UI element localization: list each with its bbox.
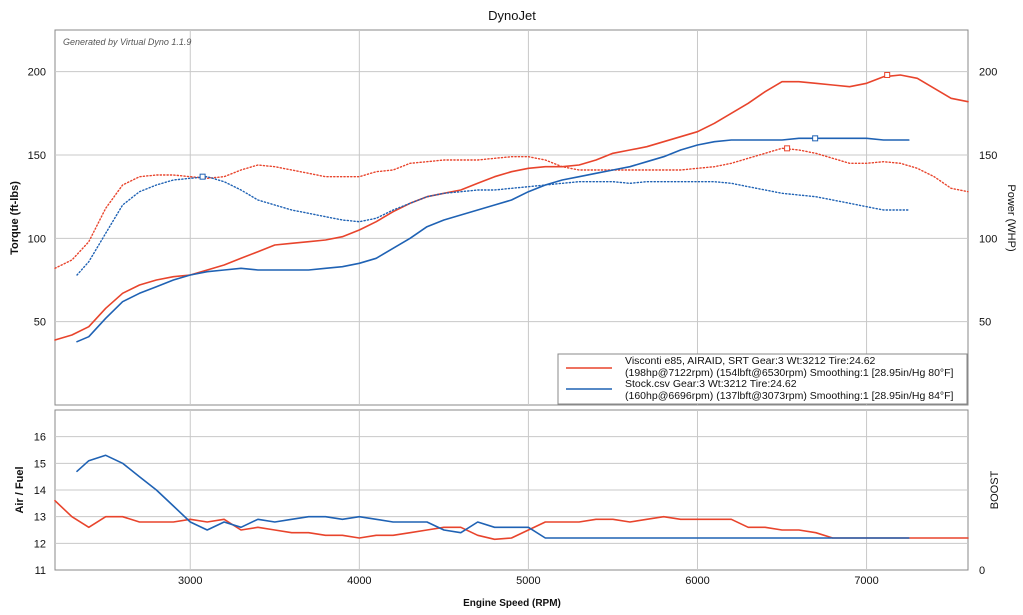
boost-axis-label: BOOST	[989, 470, 1001, 509]
y2-tick-label-100: 100	[979, 233, 997, 245]
legend-visconti-line1: Visconti e85, AIRAID, SRT Gear:3 Wt:3212…	[625, 355, 876, 367]
rpm-axis-label: Engine Speed (RPM)	[463, 598, 561, 609]
air-fuel-series	[54, 454, 969, 541]
series-line-stock-afr	[76, 454, 910, 539]
peak-marker-stock-power-whp	[812, 135, 819, 142]
y-tick-label-100: 100	[28, 233, 46, 245]
x-tick-label-3000: 3000	[178, 575, 202, 587]
air-fuel-axis-ticks: 11 12 13 14 15 16	[34, 432, 46, 577]
x-tick-label-4000: 4000	[347, 575, 371, 587]
series-line-visconti-torque-ft-lbs	[54, 147, 969, 269]
air-fuel-panel: 11 12 13 14 15 16 0 3000 4000 5000 6000 7000 Air …	[14, 409, 1001, 609]
torque-power-grid	[55, 30, 968, 405]
legend-box	[557, 353, 968, 405]
x-tick-label-7000: 7000	[854, 575, 878, 587]
y2-tick-label-150: 150	[979, 150, 997, 162]
torque-power-series	[54, 74, 969, 343]
peak-marker-stock-torque-ft-lbs	[199, 173, 206, 180]
power-axis-label: Power (WHP)	[1005, 184, 1017, 251]
x-tick-label-6000: 6000	[685, 575, 709, 587]
series-line-stock-torque-ft-lbs	[76, 175, 910, 276]
chart-title: DynoJet	[488, 8, 536, 23]
torque-axis-label: Torque (ft-lbs)	[9, 181, 21, 255]
y-tick-label-50: 50	[34, 317, 46, 329]
x-tick-label-5000: 5000	[516, 575, 540, 587]
power-axis-ticks: 50 100 150 200	[979, 67, 997, 329]
y-tick-label-11: 11	[35, 565, 46, 577]
y-tick-label-14: 14	[34, 485, 46, 497]
torque-power-panel-frame	[54, 29, 969, 406]
torque-axis-ticks: 50 100 150 200	[28, 67, 46, 329]
peak-markers	[199, 72, 891, 180]
series-line-visconti-afr	[54, 499, 969, 541]
legend-visconti-line2: (198hp@7122rpm) (154lbft@6530rpm) Smooth…	[625, 367, 954, 379]
peak-marker-visconti-power-whp	[884, 72, 891, 78]
y2-tick-label-50: 50	[979, 317, 991, 329]
torque-power-panel: 50 100 150 200 50 100 150 200 Generated by Vir…	[9, 29, 1017, 406]
peak-marker-visconti-torque-ft-lbs	[784, 145, 791, 152]
series-line-visconti-power-whp	[54, 74, 969, 341]
rpm-axis-ticks: 3000 4000 5000 6000 7000	[178, 575, 879, 587]
air-fuel-axis-label: Air / Fuel	[14, 466, 26, 513]
y2-tick-label-0: 0	[979, 565, 985, 577]
y-tick-label-12: 12	[34, 538, 46, 550]
legend-stock-line1: Stock.csv Gear:3 Wt:3212 Tire:24.62	[625, 378, 797, 390]
y-tick-label-16: 16	[34, 432, 46, 444]
y-tick-label-13: 13	[34, 512, 46, 524]
y2-tick-label-200: 200	[979, 67, 997, 79]
y-tick-label-200: 200	[28, 67, 46, 79]
legend-stock-line2: (160hp@6696rpm) (137lbft@3073rpm) Smooth…	[625, 390, 954, 402]
legend: Visconti e85, AIRAID, SRT Gear:3 Wt:3212…	[557, 353, 968, 405]
air-fuel-grid	[55, 410, 968, 570]
watermark: Generated by Virtual Dyno 1.1.9	[63, 37, 191, 47]
series-line-stock-power-whp	[76, 137, 910, 343]
boost-axis-ticks: 0	[979, 565, 985, 577]
y-tick-label-15: 15	[34, 458, 46, 470]
y-tick-label-150: 150	[28, 150, 46, 162]
